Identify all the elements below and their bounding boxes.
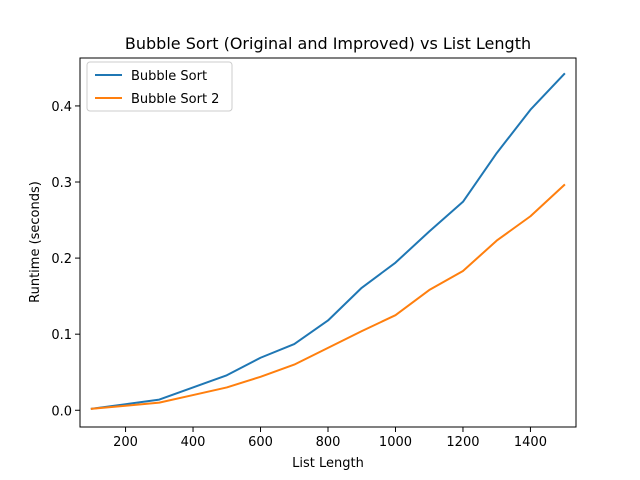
series-line-bubble-sort xyxy=(90,72,566,410)
x-tick-label: 800 xyxy=(316,435,341,450)
x-tick-label: 1200 xyxy=(446,435,479,450)
legend-label-bubble-sort: Bubble Sort xyxy=(131,69,207,84)
y-axis-ticks: 0.0 0.1 0.2 0.3 0.4 xyxy=(51,100,80,419)
legend-label-bubble-sort-2: Bubble Sort 2 xyxy=(131,92,219,107)
y-tick-label: 0.2 xyxy=(51,252,72,267)
y-axis-label: Runtime (seconds) xyxy=(28,181,43,303)
series-lines xyxy=(90,72,566,410)
x-tick-label: 1000 xyxy=(379,435,412,450)
chart-title: Bubble Sort (Original and Improved) vs L… xyxy=(125,34,531,53)
y-tick-label: 0.0 xyxy=(51,404,72,419)
y-tick-label: 0.1 xyxy=(51,328,72,343)
y-tick-label: 0.4 xyxy=(51,100,72,115)
legend: Bubble Sort Bubble Sort 2 xyxy=(86,61,233,112)
x-tick-label: 200 xyxy=(113,435,138,450)
series-line-bubble-sort-2 xyxy=(90,183,566,410)
x-axis-ticks: 200 400 600 800 1000 1200 1400 xyxy=(113,427,547,450)
x-axis-label: List Length xyxy=(292,456,364,471)
legend-box xyxy=(86,61,233,112)
y-tick-label: 0.3 xyxy=(51,176,72,191)
x-tick-label: 400 xyxy=(181,435,206,450)
x-tick-label: 1400 xyxy=(514,435,547,450)
x-tick-label: 600 xyxy=(248,435,273,450)
